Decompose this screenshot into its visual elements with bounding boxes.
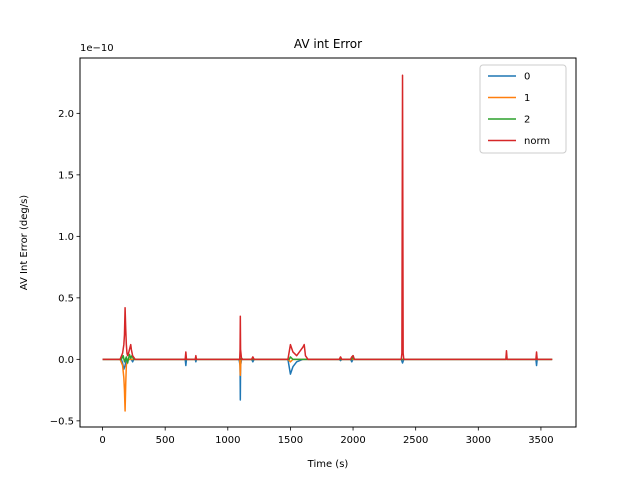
- chart-title: AV int Error: [294, 37, 362, 51]
- x-axis: 0 500 1000 1500 2000 2500 3000 3500: [99, 427, 554, 446]
- axes-frame: [79, 57, 577, 428]
- legend-label-0: 0: [524, 72, 530, 83]
- x-tick-label: 500: [156, 435, 175, 446]
- y-axis: −0.5 0.0 0.5 1.0 1.5 2.0: [50, 109, 80, 427]
- legend-box: [479, 64, 567, 154]
- y-tick-label: −0.5: [50, 416, 74, 427]
- y-tick-label: 1.5: [58, 170, 74, 181]
- legend-label-2: 2: [524, 115, 530, 126]
- x-axis-label: Time (s): [307, 459, 349, 470]
- x-tick-label: 1500: [278, 435, 303, 446]
- y-offset-text: 1e−10: [80, 43, 114, 54]
- legend-label-1: 1: [524, 93, 530, 104]
- y-tick-label: 2.0: [58, 109, 74, 120]
- legend-label-norm: norm: [524, 136, 550, 147]
- y-tick-label: 0.0: [58, 355, 74, 366]
- x-tick-label: 1000: [215, 435, 240, 446]
- x-tick-label: 2500: [403, 435, 428, 446]
- y-tick-label: 0.5: [58, 293, 74, 304]
- y-axis-label: AV Int Error (deg/s): [19, 195, 30, 290]
- y-tick-label: 1.0: [58, 232, 74, 243]
- x-tick-label: 0: [99, 435, 105, 446]
- x-tick-label: 3500: [528, 435, 553, 446]
- legend: 0 1 2 norm: [479, 64, 567, 154]
- plot-area: [102, 74, 553, 412]
- x-tick-label: 3000: [466, 435, 491, 446]
- x-tick-label: 2000: [340, 435, 365, 446]
- series-line-norm: [102, 74, 553, 361]
